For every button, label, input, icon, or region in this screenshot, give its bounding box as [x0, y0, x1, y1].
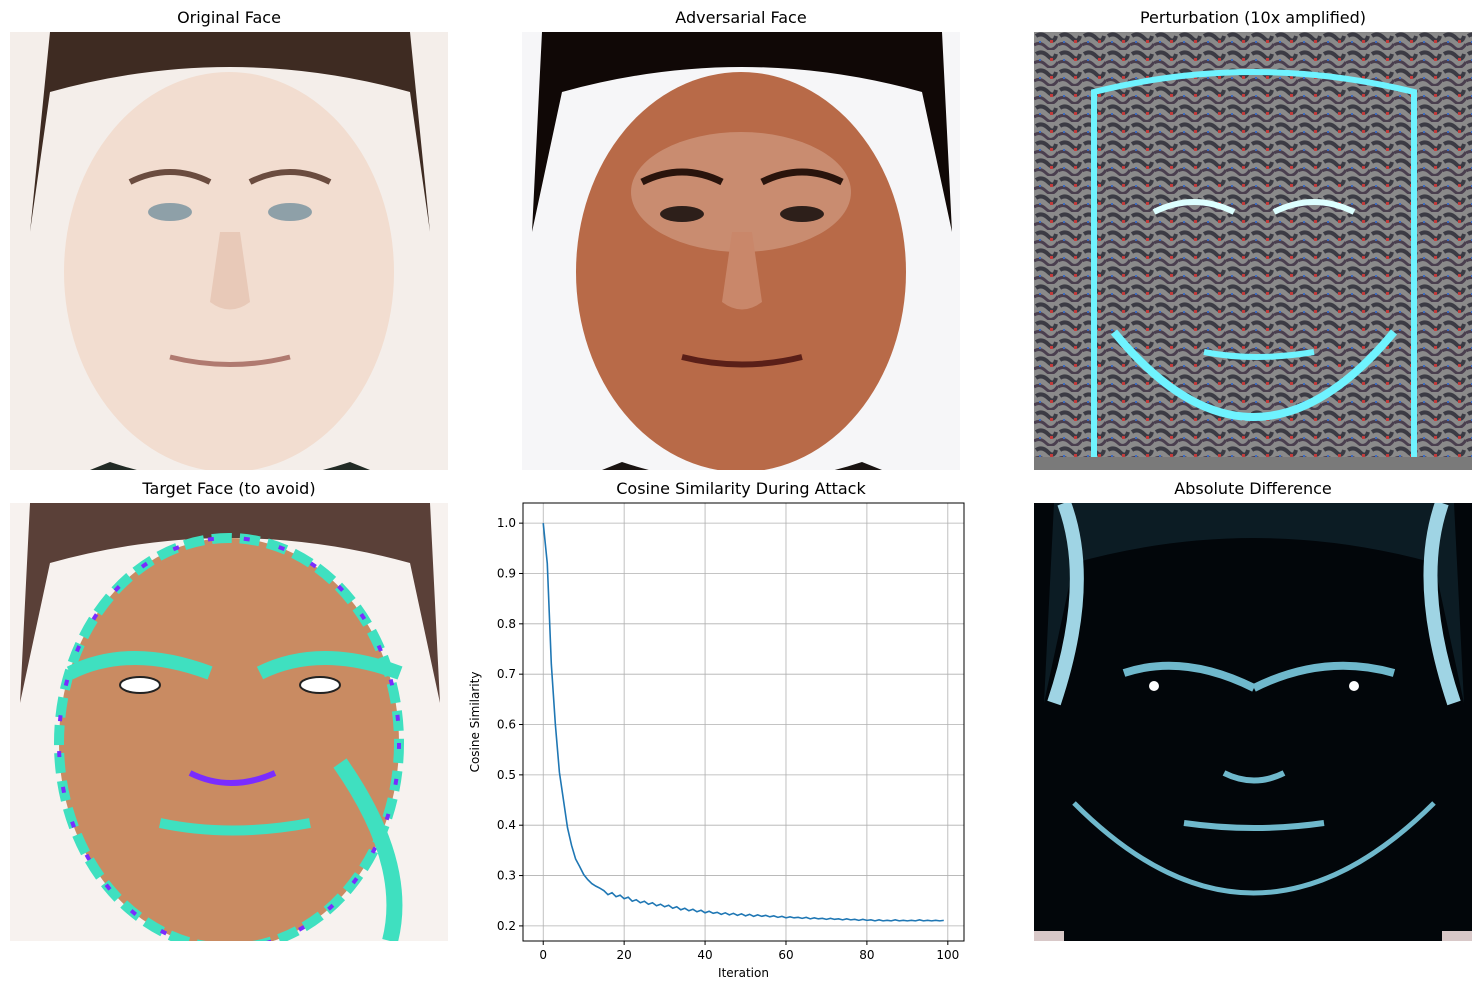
y-tick-label: 0.2	[497, 919, 516, 933]
cosine-similarity-chart: 0 20 40 60 80 1000.20.30.40.50.60.70.80.91.0 …	[468, 502, 965, 980]
x-tick-label: 0	[539, 948, 547, 962]
series-layer	[542, 523, 944, 922]
y-tick-label: 0.9	[497, 566, 516, 580]
perturbation-title: Perturbation (10x amplified)	[1139, 8, 1367, 27]
difference-title: Absolute Difference	[1174, 479, 1332, 498]
y-tick-label: 0.8	[497, 617, 516, 631]
x-tick-label: 100	[936, 948, 959, 962]
y-tick-label: 0.3	[497, 869, 516, 883]
adversarial-face-title: Adversarial Face	[675, 8, 807, 27]
difference-image	[1034, 503, 1472, 941]
x-axis-label: Iteration	[718, 966, 769, 980]
y-tick-label: 0.4	[497, 818, 516, 832]
y-tick-label: 0.5	[497, 768, 516, 782]
x-tick-label: 80	[859, 948, 874, 962]
perturbation-image	[1034, 32, 1472, 470]
original-face-image	[10, 32, 448, 470]
original-face-title: Original Face	[177, 8, 281, 27]
x-tick-label: 40	[697, 948, 712, 962]
y-tick-label: 0.7	[497, 667, 516, 681]
y-axis-label: Cosine Similarity	[468, 672, 482, 773]
cosine-similarity-line	[542, 523, 944, 922]
y-tick-label: 0.6	[497, 718, 516, 732]
grid-lines	[523, 503, 964, 941]
x-tick-label: 20	[617, 948, 632, 962]
x-tick-label: 60	[778, 948, 793, 962]
chart-title: Cosine Similarity During Attack	[616, 479, 866, 498]
axis-ticks: 0 20 40 60 80 100 0.2 0.3 0.4 0.5 0.6 0.7 0.8 0.9 1.0	[497, 516, 959, 962]
target-face-image	[10, 503, 448, 941]
plot-frame	[522, 502, 965, 942]
adversarial-face-image	[522, 32, 960, 470]
y-tick-label: 1.0	[497, 516, 516, 530]
target-face-title: Target Face (to avoid)	[142, 479, 316, 498]
